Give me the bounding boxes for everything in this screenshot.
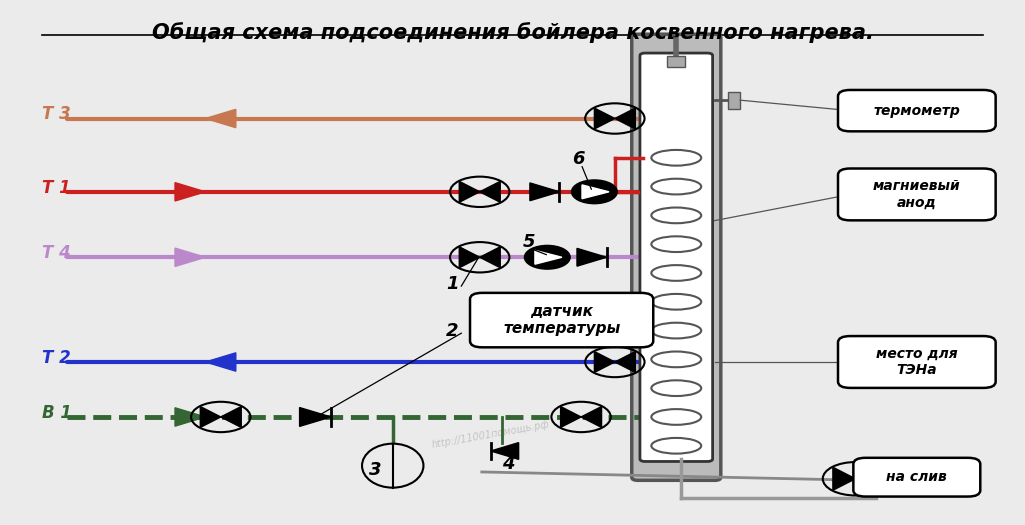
Polygon shape (615, 352, 636, 372)
Text: В 1: В 1 (42, 404, 72, 422)
Text: 3: 3 (369, 460, 381, 479)
Text: магниевый
анод: магниевый анод (873, 180, 960, 209)
Text: http://11001помощь.рф: http://11001помощь.рф (430, 420, 550, 450)
Polygon shape (459, 181, 480, 202)
FancyBboxPatch shape (838, 169, 995, 220)
Text: Т 2: Т 2 (42, 349, 71, 367)
Polygon shape (205, 109, 236, 128)
Text: датчик
температуры: датчик температуры (503, 304, 620, 337)
Polygon shape (175, 248, 205, 267)
FancyBboxPatch shape (667, 56, 686, 67)
Text: Т 4: Т 4 (42, 244, 71, 262)
Polygon shape (205, 353, 236, 371)
Polygon shape (491, 443, 519, 459)
Polygon shape (856, 467, 878, 490)
Polygon shape (577, 248, 607, 266)
Polygon shape (535, 250, 562, 264)
Text: 5: 5 (523, 233, 535, 251)
FancyBboxPatch shape (838, 336, 995, 388)
Polygon shape (200, 406, 220, 427)
Circle shape (572, 180, 617, 203)
FancyBboxPatch shape (838, 90, 995, 131)
Polygon shape (530, 183, 560, 201)
FancyBboxPatch shape (640, 53, 712, 461)
Polygon shape (480, 181, 500, 202)
FancyBboxPatch shape (728, 92, 740, 109)
Polygon shape (175, 408, 205, 426)
Text: термометр: термометр (873, 103, 960, 118)
Polygon shape (459, 247, 480, 268)
Text: 2: 2 (446, 322, 458, 340)
Text: место для
ТЭНа: место для ТЭНа (876, 347, 957, 377)
Polygon shape (581, 406, 602, 427)
Polygon shape (299, 407, 331, 426)
Text: Т 1: Т 1 (42, 178, 71, 197)
Text: 4: 4 (502, 455, 515, 474)
Polygon shape (220, 406, 241, 427)
Polygon shape (594, 108, 615, 129)
FancyBboxPatch shape (854, 458, 980, 497)
Polygon shape (833, 467, 856, 490)
Polygon shape (894, 470, 921, 487)
Text: Общая схема подсоединения бойлера косвенного нагрева.: Общая схема подсоединения бойлера косвен… (152, 22, 873, 43)
Polygon shape (615, 108, 636, 129)
Text: на слив: на слив (887, 470, 947, 484)
Polygon shape (561, 406, 581, 427)
FancyBboxPatch shape (631, 34, 721, 480)
Text: Т 3: Т 3 (42, 106, 71, 123)
Polygon shape (480, 247, 500, 268)
Text: 6: 6 (572, 150, 584, 168)
Circle shape (525, 246, 570, 269)
Polygon shape (175, 183, 205, 201)
FancyBboxPatch shape (470, 293, 653, 348)
Polygon shape (582, 185, 609, 199)
Text: 1: 1 (446, 275, 458, 292)
Polygon shape (594, 352, 615, 372)
